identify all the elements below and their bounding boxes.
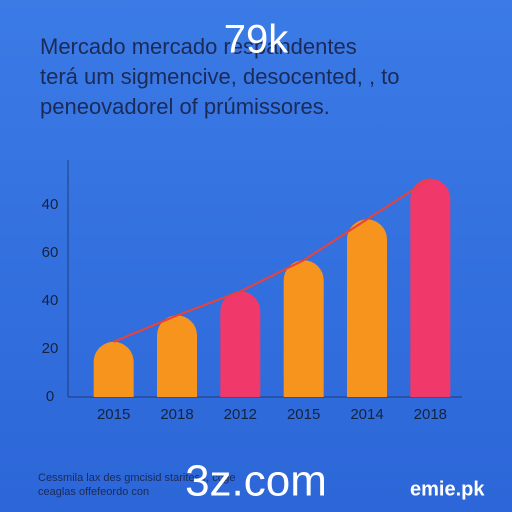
x-tick-label: 2015 [287,406,320,423]
y-tick-label: 40 [42,196,59,213]
bar [283,260,324,397]
chart-title: terá um sigmencive, desocented, , to [40,64,400,89]
bar [157,315,197,397]
bar [93,341,134,397]
y-tick-label: 20 [42,340,59,357]
trend-line [113,177,431,343]
x-tick-label: 2018 [160,406,193,423]
x-tick-label: 2012 [224,406,257,423]
x-tick-label: 2018 [414,406,447,423]
bar [410,178,451,397]
chart-title: peneovadorel of prúmissores. [40,94,330,119]
brand: emie.pk [410,478,485,500]
footer-text: Cessmila lax des gmcisid starites r, ccg… [38,472,235,484]
bar [347,219,387,397]
y-tick-label: 40 [42,292,59,309]
watermark: 3z.com [185,457,327,506]
y-tick-label: 0 [46,388,54,405]
y-tick-label: 60 [42,244,59,261]
bar [220,291,261,397]
x-tick-label: 2014 [350,406,383,423]
chart-title: Mercado mercado respandentes [40,34,357,59]
overlay-text: 79k [224,18,289,62]
footer-text: ceaglas offefeordo con [38,486,149,498]
x-tick-label: 2015 [97,406,130,423]
